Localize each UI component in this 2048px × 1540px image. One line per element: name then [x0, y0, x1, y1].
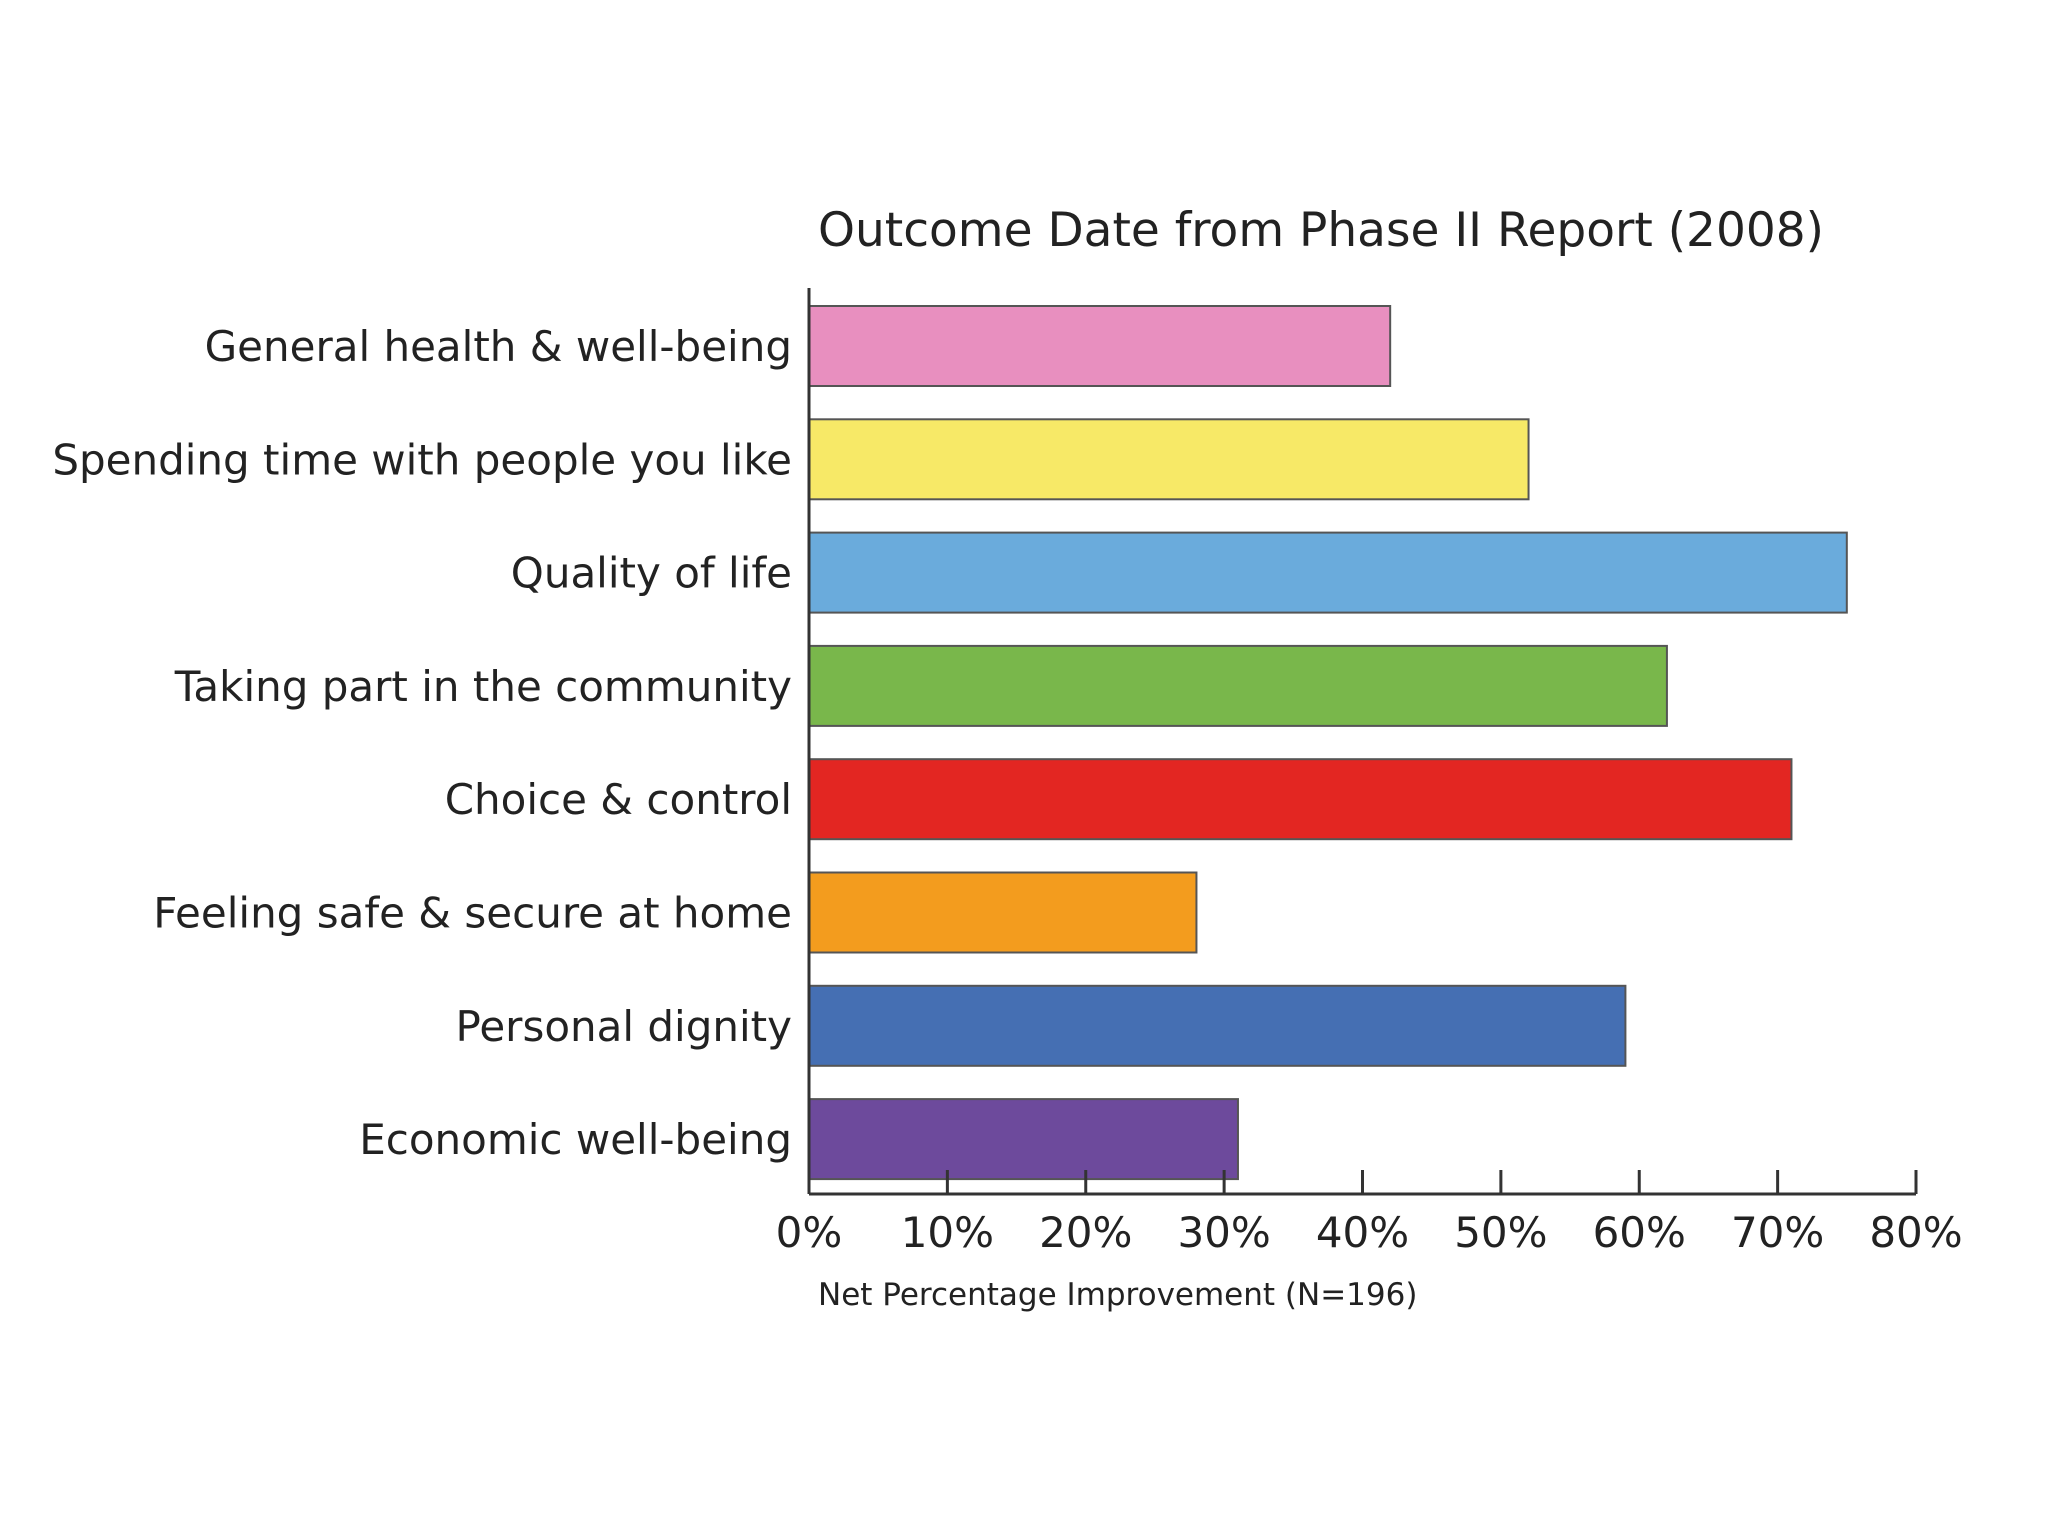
category-labels: General health & well-being Spending time…: [52, 322, 792, 1164]
x-axis-title: Net Percentage Improvement (N=196): [818, 1277, 1417, 1313]
x-tick-label: 70%: [1731, 1208, 1824, 1257]
x-axis-ticks: 0% 10% 20% 30% 40% 50% 60% 70% 80%: [776, 1170, 1963, 1257]
x-tick-label: 40%: [1316, 1208, 1409, 1257]
x-tick-label: 50%: [1454, 1208, 1547, 1257]
category-label: Taking part in the community: [174, 662, 792, 711]
bar-6: [808, 871, 1198, 954]
category-label: Choice & control: [445, 775, 792, 824]
category-label: Economic well-being: [359, 1115, 792, 1164]
bar-2: [808, 418, 1530, 501]
category-label: Spending time with people you like: [52, 435, 792, 484]
bar-8: [808, 1098, 1239, 1181]
bars-layer: [808, 305, 1848, 1181]
chart-title: Outcome Date from Phase II Report (2008): [818, 203, 1824, 258]
category-label: General health & well-being: [205, 322, 792, 371]
bar-4: [808, 644, 1668, 727]
category-label: Quality of life: [511, 549, 792, 598]
bar-1: [808, 305, 1392, 387]
bar-5: [808, 758, 1793, 841]
x-tick-label: 80%: [1869, 1208, 1962, 1257]
bar-7: [808, 984, 1627, 1067]
x-tick-label: 30%: [1177, 1208, 1270, 1257]
x-tick-label: 10%: [901, 1208, 994, 1257]
category-label: Feeling safe & secure at home: [153, 889, 792, 938]
x-tick-label: 60%: [1593, 1208, 1686, 1257]
bar-3: [808, 531, 1848, 614]
category-label: Personal dignity: [456, 1002, 793, 1051]
x-tick-label: 0%: [776, 1208, 843, 1257]
x-tick-label: 20%: [1039, 1208, 1132, 1257]
